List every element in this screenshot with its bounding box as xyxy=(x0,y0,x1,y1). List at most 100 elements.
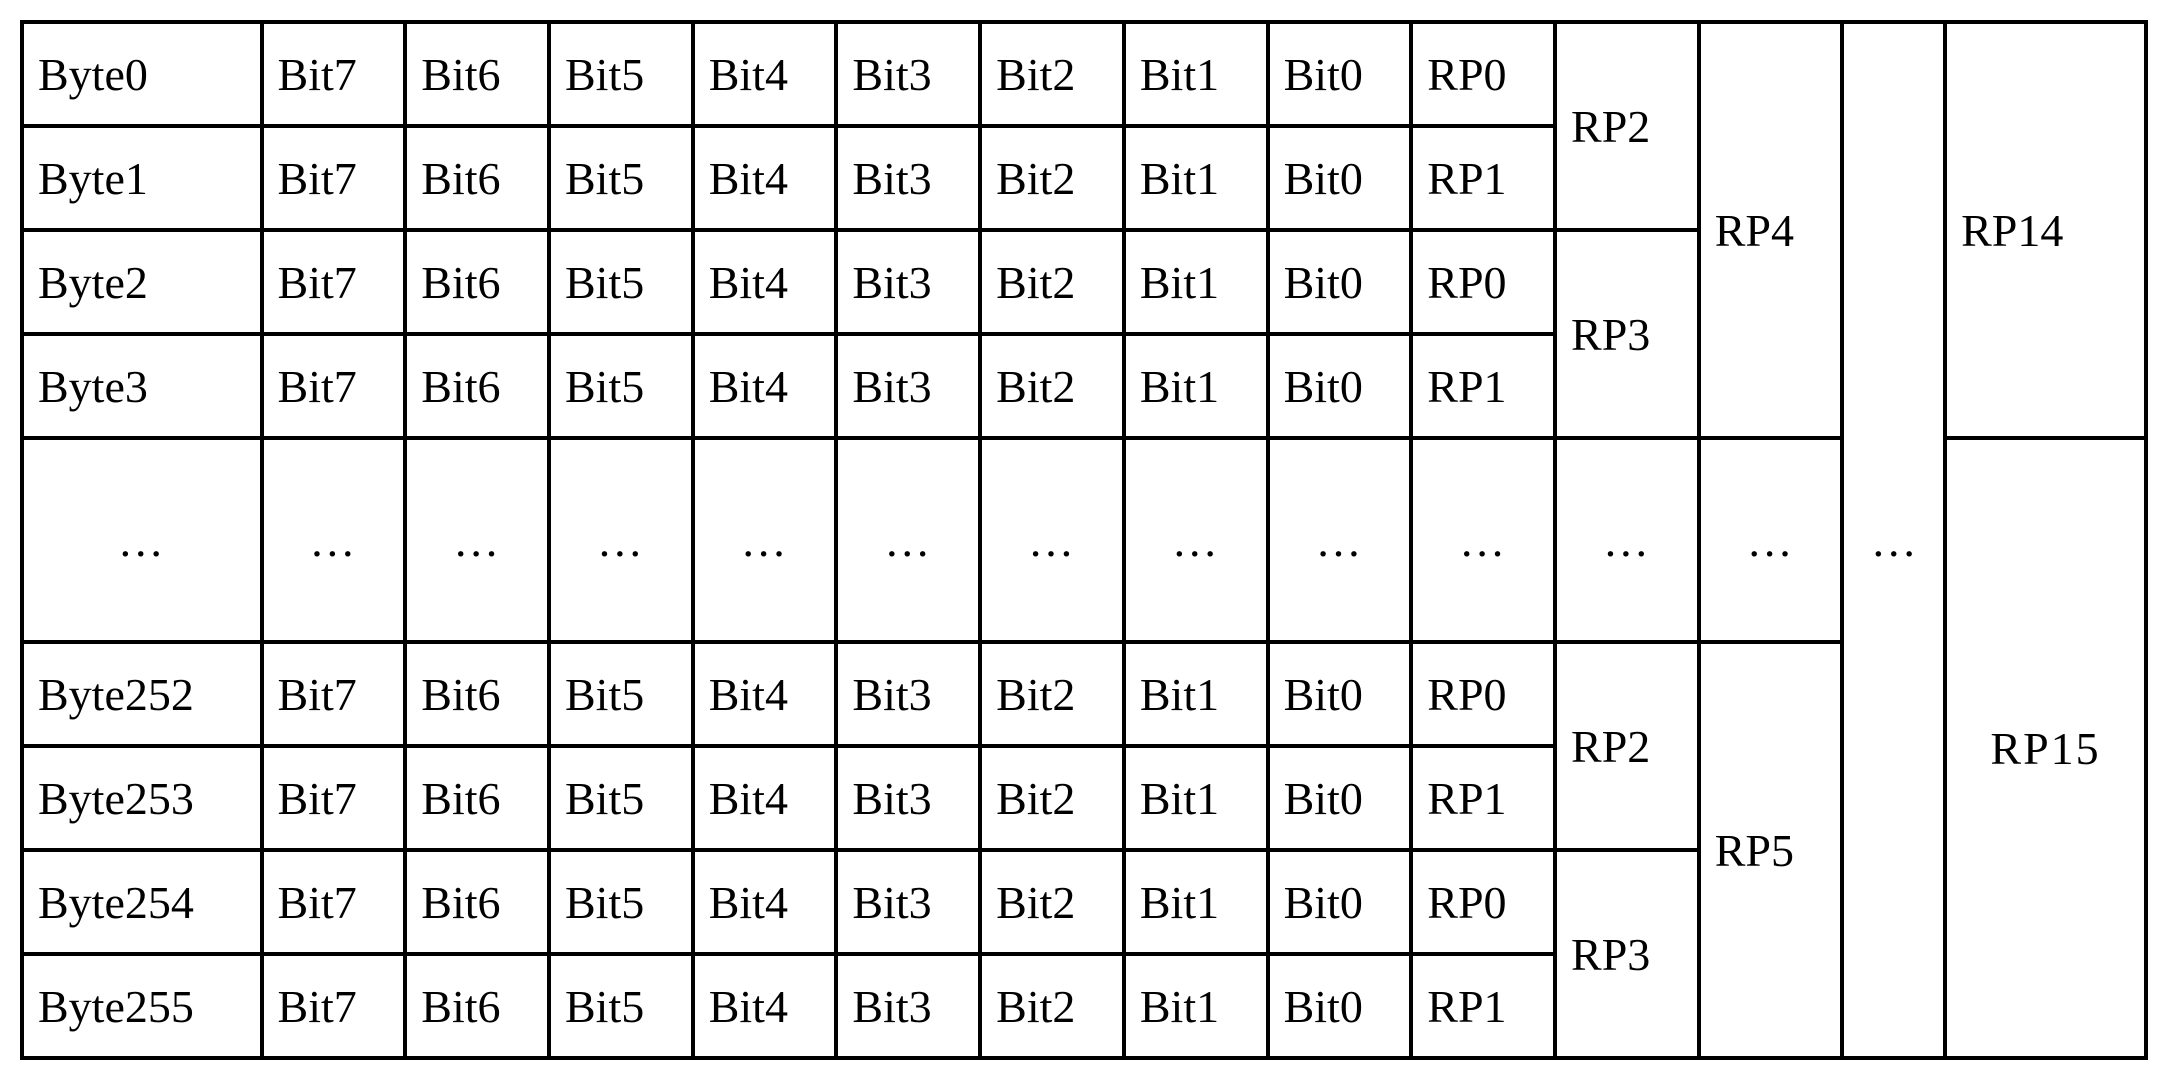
bit-cell: Bit0 xyxy=(1268,334,1412,438)
bit-cell: Bit4 xyxy=(693,954,837,1058)
byte-label: Byte253 xyxy=(22,746,262,850)
byte-label: Byte254 xyxy=(22,850,262,954)
rp-level0: RP0 xyxy=(1411,642,1555,746)
rp-level0: RP1 xyxy=(1411,746,1555,850)
bit-cell: Bit1 xyxy=(1124,22,1268,126)
rp-dots: … xyxy=(1842,22,1945,1058)
bit-cell: Bit0 xyxy=(1268,642,1412,746)
bit-cell: Bit3 xyxy=(836,850,980,954)
bit-cell: Bit0 xyxy=(1268,746,1412,850)
bit-cell: Bit5 xyxy=(549,334,693,438)
byte-label: Byte255 xyxy=(22,954,262,1058)
bit-cell: Bit4 xyxy=(693,642,837,746)
rp-level1: RP2 xyxy=(1555,642,1699,850)
bit-cell: Bit1 xyxy=(1124,334,1268,438)
ecc-parity-table: Byte0 Bit7 Bit6 Bit5 Bit4 Bit3 Bit2 Bit1… xyxy=(20,20,2148,1060)
bit-cell: Bit6 xyxy=(405,746,549,850)
bit-cell: Bit4 xyxy=(693,746,837,850)
bit-cell: Bit5 xyxy=(549,126,693,230)
bit-cell: Bit1 xyxy=(1124,642,1268,746)
bit-cell: Bit1 xyxy=(1124,746,1268,850)
ellipsis-cell: … xyxy=(22,438,262,642)
bit-cell: Bit2 xyxy=(980,746,1124,850)
rp-level0: RP1 xyxy=(1411,954,1555,1058)
bit-cell: Bit4 xyxy=(693,126,837,230)
byte-label: Byte1 xyxy=(22,126,262,230)
rp-level1: RP3 xyxy=(1555,850,1699,1058)
bit-cell: Bit4 xyxy=(693,850,837,954)
bit-cell: Bit3 xyxy=(836,230,980,334)
rp-level1: RP2 xyxy=(1555,22,1699,230)
byte-label: Byte3 xyxy=(22,334,262,438)
bit-cell: Bit4 xyxy=(693,334,837,438)
bit-cell: Bit0 xyxy=(1268,126,1412,230)
rp-level2: RP5 xyxy=(1699,642,1843,1058)
bit-cell: Bit6 xyxy=(405,22,549,126)
bit-cell: Bit2 xyxy=(980,954,1124,1058)
ellipsis-cell: … xyxy=(1555,438,1699,642)
ellipsis-cell: … xyxy=(1124,438,1268,642)
bit-cell: Bit3 xyxy=(836,642,980,746)
bit-cell: Bit7 xyxy=(262,746,406,850)
ellipsis-cell: … xyxy=(405,438,549,642)
bit-cell: Bit7 xyxy=(262,642,406,746)
bit-cell: Bit1 xyxy=(1124,850,1268,954)
bit-cell: Bit6 xyxy=(405,954,549,1058)
bit-cell: Bit2 xyxy=(980,850,1124,954)
bit-cell: Bit4 xyxy=(693,22,837,126)
bit-cell: Bit2 xyxy=(980,334,1124,438)
bit-cell: Bit6 xyxy=(405,334,549,438)
ellipsis-cell: … xyxy=(693,438,837,642)
bit-cell: Bit6 xyxy=(405,642,549,746)
rp-level7: RP15 xyxy=(1945,438,2146,1058)
bit-cell: Bit4 xyxy=(693,230,837,334)
rp-level7: RP14 xyxy=(1945,22,2146,438)
ellipsis-cell: … xyxy=(836,438,980,642)
ellipsis-cell: … xyxy=(980,438,1124,642)
bit-cell: Bit6 xyxy=(405,230,549,334)
ellipsis-cell: … xyxy=(1699,438,1843,642)
bit-cell: Bit0 xyxy=(1268,230,1412,334)
rp-level0: RP1 xyxy=(1411,126,1555,230)
bit-cell: Bit6 xyxy=(405,126,549,230)
bit-cell: Bit7 xyxy=(262,334,406,438)
bit-cell: Bit3 xyxy=(836,334,980,438)
bit-cell: Bit2 xyxy=(980,230,1124,334)
bit-cell: Bit7 xyxy=(262,954,406,1058)
row-byte0: Byte0 Bit7 Bit6 Bit5 Bit4 Bit3 Bit2 Bit1… xyxy=(22,22,2146,126)
ellipsis-cell: … xyxy=(549,438,693,642)
byte-label: Byte2 xyxy=(22,230,262,334)
rp-level0: RP0 xyxy=(1411,850,1555,954)
bit-cell: Bit7 xyxy=(262,850,406,954)
bit-cell: Bit5 xyxy=(549,850,693,954)
bit-cell: Bit1 xyxy=(1124,126,1268,230)
bit-cell: Bit6 xyxy=(405,850,549,954)
rp-level1: RP3 xyxy=(1555,230,1699,438)
ellipsis-cell: … xyxy=(1411,438,1555,642)
ellipsis-cell: … xyxy=(262,438,406,642)
bit-cell: Bit5 xyxy=(549,954,693,1058)
bit-cell: Bit7 xyxy=(262,22,406,126)
bit-cell: Bit2 xyxy=(980,22,1124,126)
bit-cell: Bit2 xyxy=(980,126,1124,230)
row-byte252: Byte252 Bit7 Bit6 Bit5 Bit4 Bit3 Bit2 Bi… xyxy=(22,642,2146,746)
bit-cell: Bit3 xyxy=(836,126,980,230)
rp-level0: RP1 xyxy=(1411,334,1555,438)
ellipsis-cell: … xyxy=(1268,438,1412,642)
bit-cell: Bit3 xyxy=(836,22,980,126)
rp-level0: RP0 xyxy=(1411,22,1555,126)
bit-cell: Bit0 xyxy=(1268,954,1412,1058)
bit-cell: Bit3 xyxy=(836,954,980,1058)
rp-level2: RP4 xyxy=(1699,22,1843,438)
byte-label: Byte0 xyxy=(22,22,262,126)
bit-cell: Bit0 xyxy=(1268,850,1412,954)
bit-cell: Bit3 xyxy=(836,746,980,850)
bit-cell: Bit5 xyxy=(549,230,693,334)
rp-level0: RP0 xyxy=(1411,230,1555,334)
bit-cell: Bit2 xyxy=(980,642,1124,746)
row-ellipsis: … … … … … … … … … … … … RP15 xyxy=(22,438,2146,642)
bit-cell: Bit7 xyxy=(262,230,406,334)
bit-cell: Bit1 xyxy=(1124,954,1268,1058)
bit-cell: Bit5 xyxy=(549,22,693,126)
bit-cell: Bit0 xyxy=(1268,22,1412,126)
